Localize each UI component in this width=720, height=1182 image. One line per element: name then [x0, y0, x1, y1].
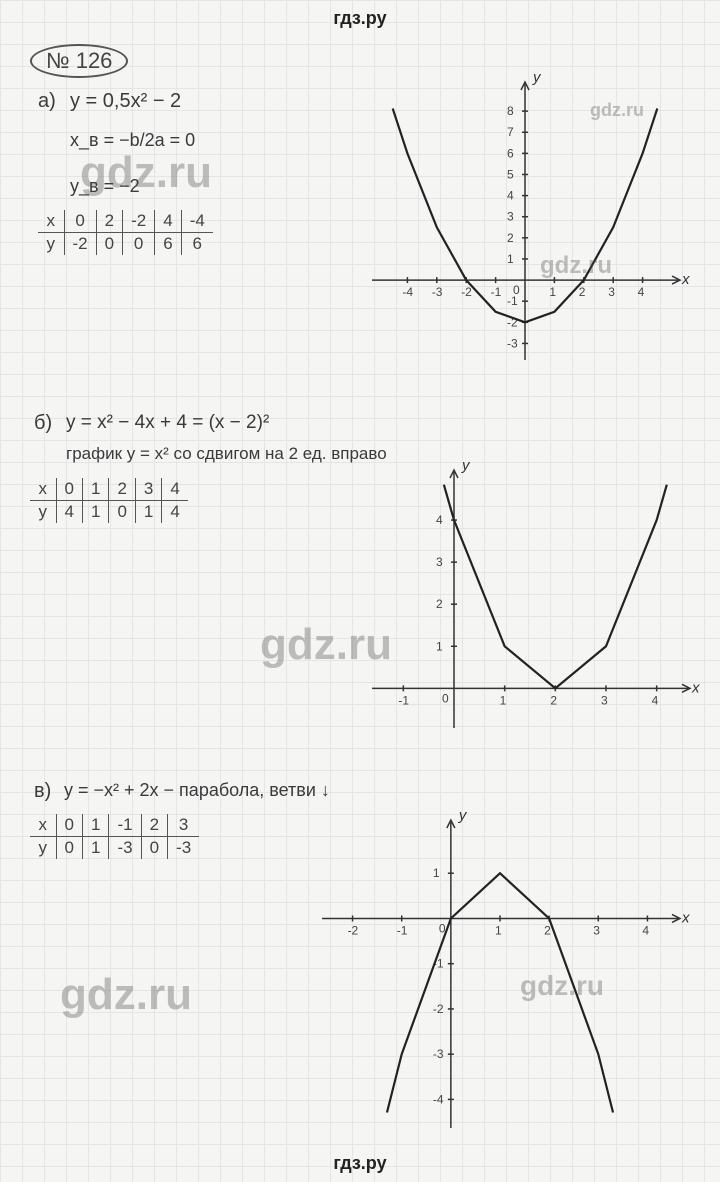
svg-text:2: 2	[550, 693, 557, 707]
svg-text:4: 4	[652, 693, 659, 707]
svg-text:3: 3	[507, 210, 514, 224]
watermark-text: gdz.ru	[590, 100, 644, 121]
watermark-text: gdz.ru	[80, 148, 212, 198]
svg-text:4: 4	[642, 923, 649, 937]
table-row: y-20066	[38, 233, 213, 256]
watermark-text: gdz.ru	[260, 620, 392, 670]
svg-text:4: 4	[436, 513, 443, 527]
site-footer: гдз.ру	[0, 1153, 720, 1174]
site-header: гдз.ру	[0, 8, 720, 29]
part-b-table: x01234 y41014	[30, 478, 188, 523]
svg-text:0: 0	[442, 691, 449, 705]
part-b-label: б)	[34, 412, 52, 435]
part-c-table: x01-123 y01-30-3	[30, 814, 199, 859]
svg-text:1: 1	[433, 866, 440, 880]
svg-text:3: 3	[601, 693, 608, 707]
part-b-chart: x y 0 -1 1 2 3 4 1 2 3 4	[360, 460, 700, 740]
chart-svg: xy0-2-11234-4-3-2-11	[310, 810, 690, 1140]
svg-text:-1: -1	[507, 294, 518, 308]
part-c-label: в)	[34, 780, 51, 803]
table-row: x01-123	[30, 814, 199, 837]
svg-text:y: y	[458, 807, 468, 824]
svg-text:-3: -3	[433, 1047, 444, 1061]
svg-text:-2: -2	[348, 923, 359, 937]
table-row: x02-24-4	[38, 210, 213, 233]
svg-text:x: x	[691, 679, 700, 696]
part-b-equation: y = x² − 4x + 4 = (x − 2)²	[66, 412, 269, 434]
svg-text:y: y	[461, 457, 471, 474]
chart-svg: x y 0 -1 1 2 3 4 1 2 3 4	[360, 460, 700, 740]
part-a-label: а)	[38, 90, 56, 113]
part-a-equation: y = 0,5x² − 2	[70, 90, 181, 113]
svg-text:1: 1	[500, 693, 507, 707]
svg-text:2: 2	[507, 231, 514, 245]
svg-text:x: x	[681, 271, 690, 288]
svg-text:-1: -1	[491, 285, 502, 299]
svg-text:6: 6	[507, 146, 514, 160]
svg-text:5: 5	[507, 167, 514, 181]
svg-text:-2: -2	[461, 285, 472, 299]
watermark-text: gdz.ru	[520, 970, 604, 1002]
table-row: x01234	[30, 478, 188, 501]
part-c-chart: xy0-2-11234-4-3-2-11	[310, 810, 690, 1140]
watermark-text: gdz.ru	[60, 970, 192, 1020]
problem-number: № 126	[30, 44, 128, 78]
part-a-table: x02-24-4 y-20066	[38, 210, 213, 255]
svg-text:7: 7	[507, 125, 514, 139]
svg-text:1: 1	[495, 923, 502, 937]
svg-text:y: y	[532, 69, 542, 86]
table-row: y01-30-3	[30, 837, 199, 860]
table-row: y41014	[30, 501, 188, 524]
svg-text:2: 2	[436, 597, 443, 611]
svg-text:-2: -2	[433, 1002, 444, 1016]
svg-text:8: 8	[507, 104, 514, 118]
svg-text:x: x	[681, 909, 690, 926]
svg-text:4: 4	[507, 189, 514, 203]
svg-text:1: 1	[436, 639, 443, 653]
svg-text:1: 1	[507, 252, 514, 266]
watermark-text: gdz.ru	[540, 252, 612, 280]
part-b-note: график y = x² со сдвигом на 2 ед. вправо	[66, 444, 387, 464]
svg-text:-4: -4	[433, 1092, 444, 1106]
svg-text:3: 3	[608, 285, 615, 299]
svg-text:-3: -3	[432, 285, 443, 299]
svg-text:1: 1	[549, 285, 556, 299]
svg-text:3: 3	[436, 555, 443, 569]
svg-text:-1: -1	[398, 693, 409, 707]
svg-text:2: 2	[544, 923, 551, 937]
svg-text:2: 2	[579, 285, 586, 299]
svg-text:-1: -1	[397, 923, 408, 937]
svg-text:4: 4	[638, 285, 645, 299]
svg-text:3: 3	[593, 923, 600, 937]
svg-text:-4: -4	[402, 285, 413, 299]
svg-text:-3: -3	[507, 336, 518, 350]
part-c-equation: y = −x² + 2x − парабола, ветви ↓	[64, 780, 330, 801]
